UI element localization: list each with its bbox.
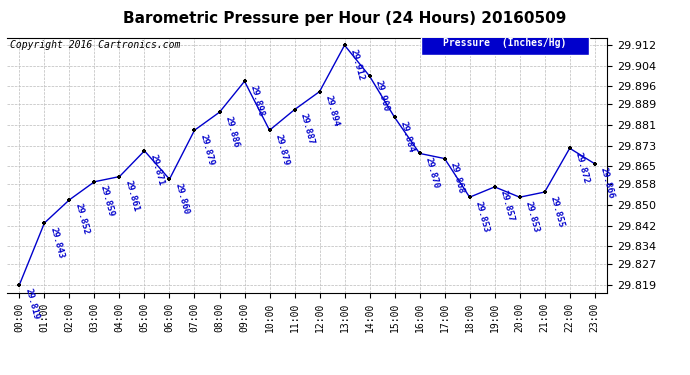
Point — [289, 106, 300, 112]
Point — [539, 189, 550, 195]
Point — [189, 127, 200, 133]
Text: Copyright 2016 Cartronics.com: Copyright 2016 Cartronics.com — [10, 40, 180, 50]
Point — [464, 194, 475, 200]
Text: 29.843: 29.843 — [48, 226, 66, 259]
Text: 29.868: 29.868 — [448, 161, 466, 195]
Point — [114, 174, 125, 180]
Point — [514, 194, 525, 200]
Text: 29.872: 29.872 — [574, 151, 591, 184]
Text: 29.870: 29.870 — [424, 156, 441, 190]
Point — [64, 197, 75, 203]
Point — [39, 220, 50, 226]
Point — [14, 282, 25, 288]
Text: 29.871: 29.871 — [148, 154, 166, 187]
Text: 29.861: 29.861 — [124, 179, 141, 213]
Text: 29.900: 29.900 — [374, 79, 391, 112]
Text: Pressure  (Inches/Hg): Pressure (Inches/Hg) — [444, 38, 567, 48]
Point — [164, 176, 175, 182]
Bar — [421, 30, 589, 56]
Point — [364, 73, 375, 79]
Text: 29.853: 29.853 — [474, 200, 491, 234]
Text: 29.886: 29.886 — [224, 115, 241, 148]
Text: 29.852: 29.852 — [74, 202, 90, 236]
Point — [339, 42, 350, 48]
Point — [214, 109, 225, 115]
Point — [589, 161, 600, 167]
Text: 29.857: 29.857 — [499, 190, 516, 223]
Text: 29.912: 29.912 — [348, 48, 366, 81]
Text: 29.855: 29.855 — [549, 195, 566, 228]
Text: 29.898: 29.898 — [248, 84, 266, 117]
Text: 29.884: 29.884 — [399, 120, 416, 154]
Point — [414, 150, 425, 156]
Point — [489, 184, 500, 190]
Text: 29.859: 29.859 — [99, 184, 116, 218]
Text: 29.894: 29.894 — [324, 94, 341, 128]
Point — [239, 78, 250, 84]
Point — [439, 156, 450, 162]
Text: 29.819: 29.819 — [23, 288, 41, 321]
Text: Barometric Pressure per Hour (24 Hours) 20160509: Barometric Pressure per Hour (24 Hours) … — [124, 11, 566, 26]
Text: 29.879: 29.879 — [199, 133, 216, 166]
Point — [314, 88, 325, 94]
Point — [264, 127, 275, 133]
Point — [564, 145, 575, 151]
Text: 29.887: 29.887 — [299, 112, 316, 146]
Text: 29.853: 29.853 — [524, 200, 541, 234]
Point — [389, 114, 400, 120]
Text: 29.866: 29.866 — [599, 166, 616, 200]
Text: 29.860: 29.860 — [174, 182, 190, 215]
Point — [89, 179, 100, 185]
Point — [139, 148, 150, 154]
Text: 29.879: 29.879 — [274, 133, 290, 166]
